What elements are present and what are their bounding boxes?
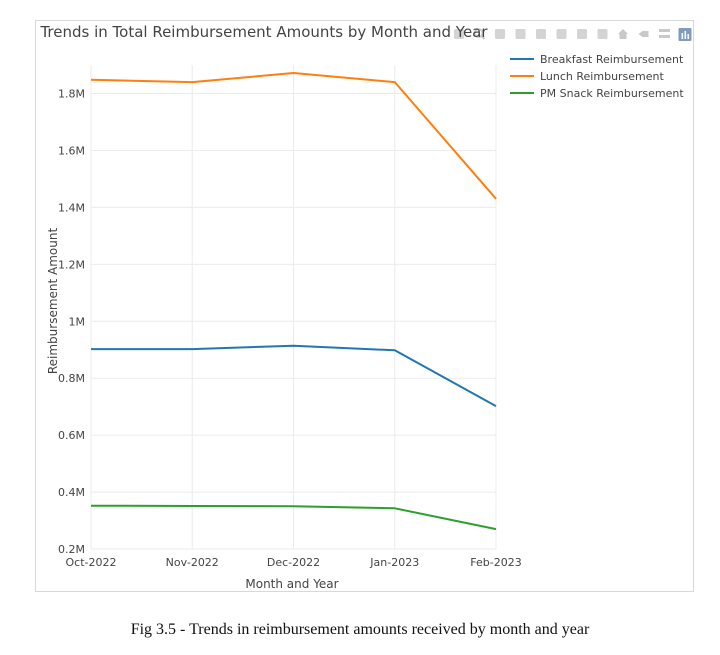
lasso-select-icon[interactable]	[536, 29, 546, 39]
legend[interactable]: Breakfast Reimbursement Lunch Reimburseme…	[510, 53, 684, 100]
y-tick-label: 1.4M	[58, 201, 85, 214]
x-axis-ticks: Oct-2022 Nov-2022 Dec-2022 Jan-2023 Feb-2023	[66, 556, 522, 569]
y-axis-ticks: 0.2M 0.4M 0.6M 0.8M 1M 1.2M 1.4M 1.6M 1.8M	[58, 88, 85, 557]
line-chart: 0.2M 0.4M 0.6M 0.8M 1M 1.2M 1.4M 1.6M 1.8M Oct-2…	[39, 23, 692, 591]
legend-item[interactable]: Lunch Reimbursement	[510, 70, 665, 83]
y-tick-label: 0.2M	[58, 543, 85, 556]
y-tick-label: 0.6M	[58, 429, 85, 442]
series-line-2[interactable]	[90, 72, 497, 200]
chart-frame: 0.2M 0.4M 0.6M 0.8M 1M 1.2M 1.4M 1.6M 1.8M Oct-2…	[35, 20, 694, 592]
series-line-3[interactable]	[90, 504, 497, 531]
autoscale-icon[interactable]	[597, 29, 608, 39]
legend-item[interactable]: PM Snack Reimbursement	[510, 87, 684, 100]
zoom-out-icon[interactable]	[577, 29, 587, 39]
pan-icon[interactable]	[495, 29, 505, 39]
x-tick-label: Oct-2022	[66, 556, 117, 569]
y-tick-label: 0.4M	[58, 486, 85, 499]
camera-icon[interactable]	[454, 29, 464, 39]
legend-label: Breakfast Reimbursement	[540, 53, 684, 66]
modebar[interactable]	[454, 28, 692, 41]
x-tick-label: Jan-2023	[369, 556, 419, 569]
zoom-icon[interactable]	[473, 28, 486, 40]
plotly-logo-icon	[678, 28, 692, 41]
series-lines	[90, 72, 497, 531]
legend-item[interactable]: Breakfast Reimbursement	[510, 53, 684, 66]
compare-hover-icon[interactable]	[659, 29, 670, 38]
y-axis-title: Reimbursement Amount	[46, 228, 60, 375]
zoom-in-icon[interactable]	[556, 29, 567, 39]
spike-lines-icon[interactable]	[638, 31, 649, 37]
y-tick-label: 1.2M	[58, 258, 85, 271]
box-select-icon[interactable]	[515, 29, 526, 39]
x-tick-label: Feb-2023	[470, 556, 521, 569]
y-tick-label: 1M	[69, 315, 86, 328]
chart-title: Trends in Total Reimbursement Amounts by…	[39, 23, 488, 41]
x-tick-label: Dec-2022	[267, 556, 320, 569]
y-tick-label: 1.8M	[58, 88, 85, 101]
y-tick-label: 0.8M	[58, 372, 85, 385]
legend-label: Lunch Reimbursement	[540, 70, 665, 83]
x-tick-label: Nov-2022	[166, 556, 219, 569]
gridlines	[90, 65, 497, 550]
series-line-1[interactable]	[91, 344, 497, 407]
legend-label: PM Snack Reimbursement	[540, 87, 684, 100]
y-tick-label: 1.6M	[58, 144, 85, 157]
x-axis-title: Month and Year	[245, 577, 338, 591]
figure-caption: Fig 3.5 - Trends in reimbursement amount…	[130, 621, 590, 638]
home-icon[interactable]	[618, 29, 628, 39]
